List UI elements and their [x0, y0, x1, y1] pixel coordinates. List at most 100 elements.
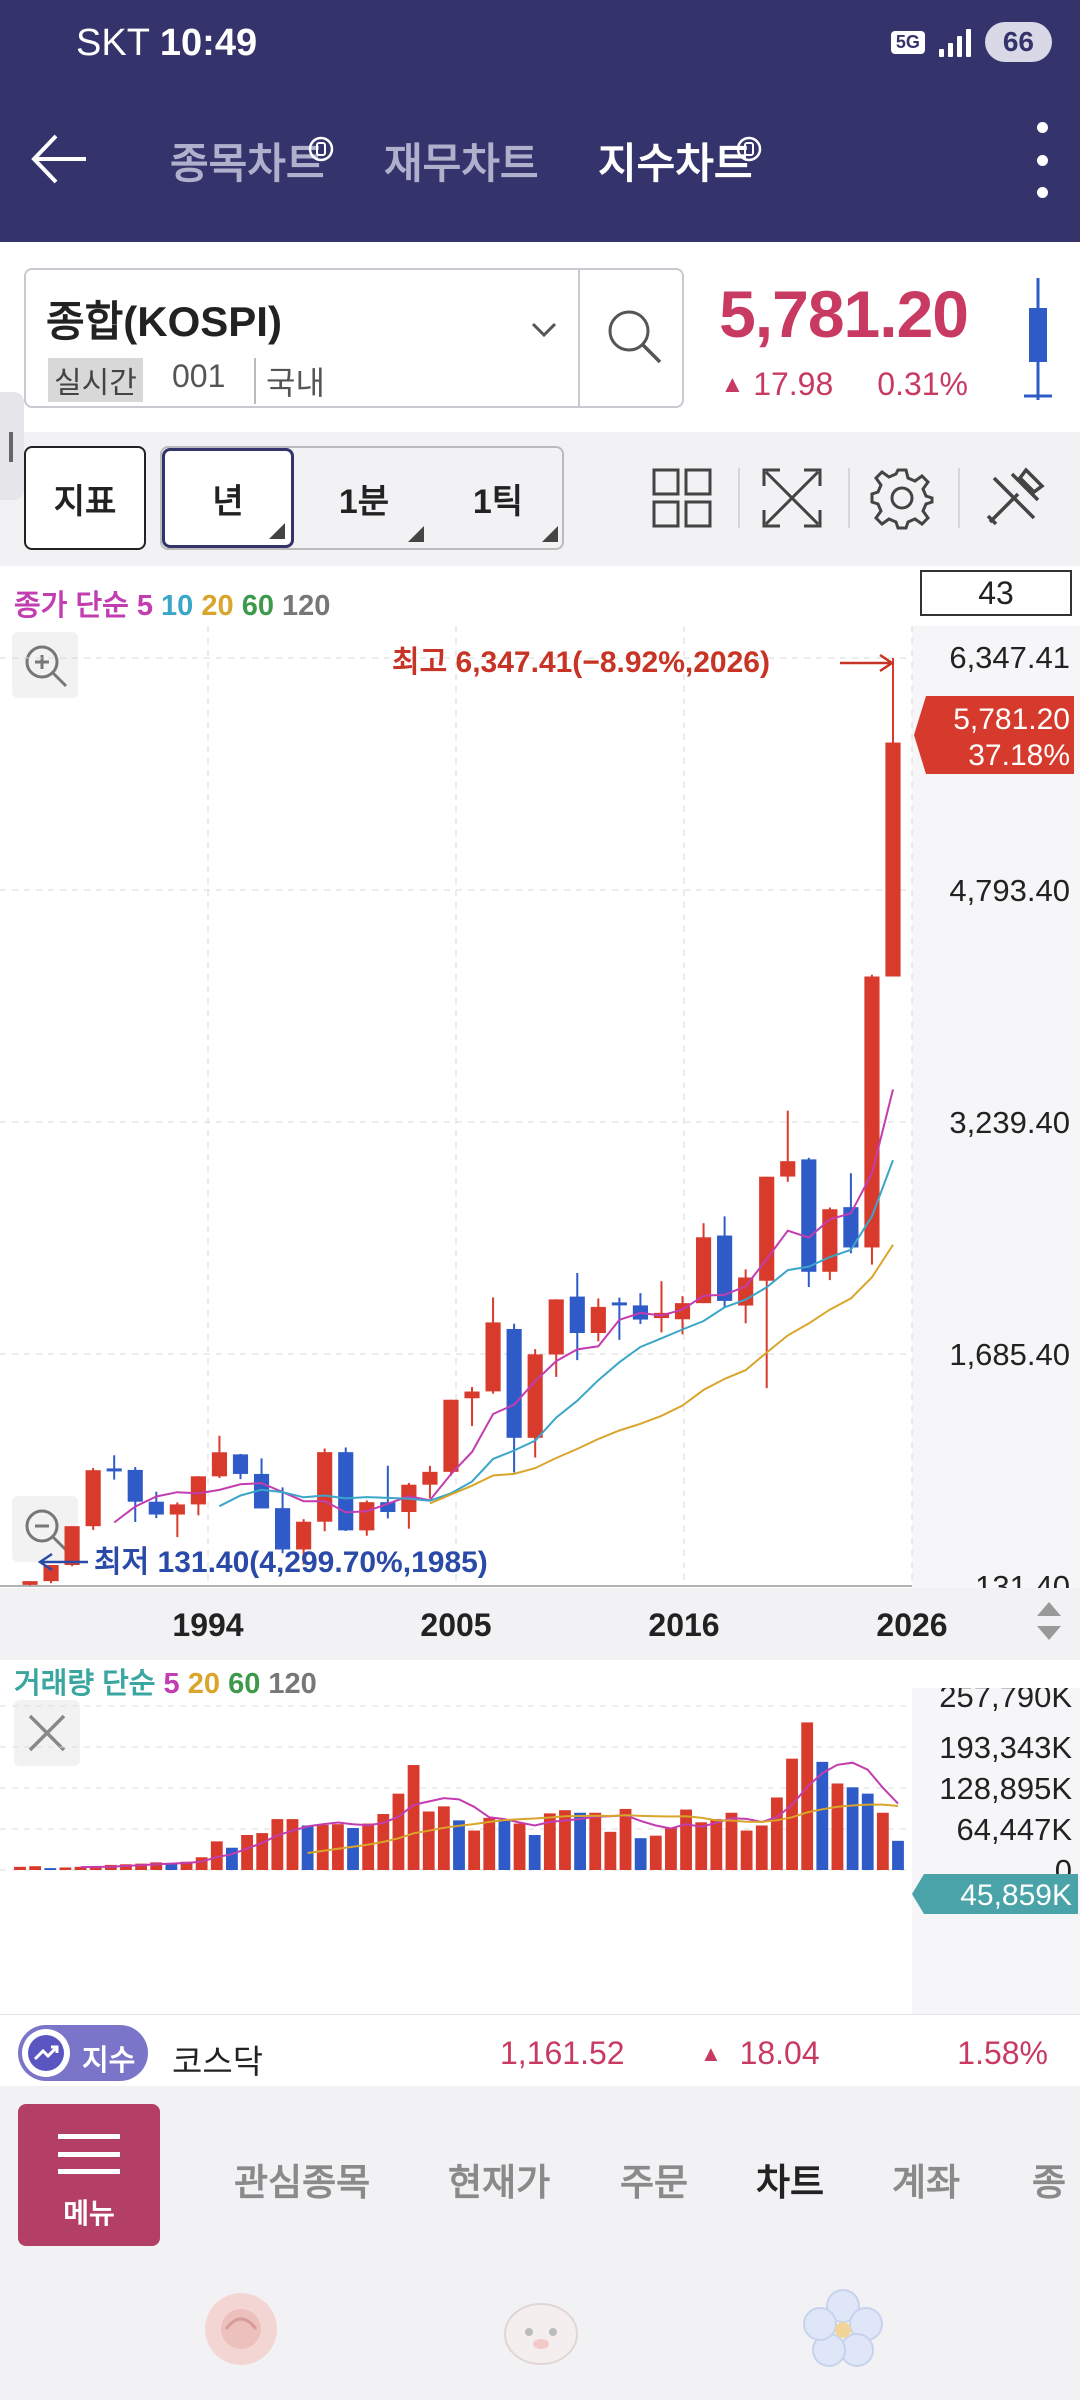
- volume-ma-legend: 거래량 단순 5 20 60 120: [14, 1668, 317, 1700]
- volume-bar: [14, 1866, 26, 1870]
- candlestick-chart[interactable]: 6,347.41 4,793.40 3,239.40 1,685.40 131.40 최…: [0, 566, 1080, 1588]
- fullscreen-icon[interactable]: [760, 466, 824, 530]
- candle: [127, 1469, 143, 1502]
- volume-bar: [695, 1822, 708, 1870]
- stock-name[interactable]: 종합(KOSPI): [46, 298, 282, 345]
- volume-bar: [89, 1866, 102, 1870]
- volume-bar: [453, 1820, 465, 1870]
- nav-account[interactable]: 계좌: [892, 2162, 961, 2203]
- candle: [317, 1452, 333, 1522]
- period-year-button[interactable]: 년: [162, 448, 294, 548]
- index-badge[interactable]: 지수: [18, 2025, 148, 2081]
- candle: [506, 1328, 522, 1438]
- volume-bar: [755, 1825, 768, 1870]
- current-price: 5,781.20: [719, 277, 969, 351]
- index-value: 1,161.52: [500, 2035, 625, 2071]
- tools-icon[interactable]: [982, 466, 1046, 530]
- volume-bar: [44, 1868, 57, 1870]
- volume-bar: [301, 1825, 314, 1870]
- search-button[interactable]: [578, 270, 684, 406]
- chevron-down-icon[interactable]: [530, 320, 558, 340]
- indicator-button[interactable]: 지표: [24, 446, 146, 550]
- volume-bar: [392, 1793, 405, 1870]
- menu-button[interactable]: 메뉴: [18, 2104, 160, 2246]
- volume-bar: [316, 1824, 329, 1870]
- volume-bar: [241, 1835, 253, 1870]
- volume-bar: [422, 1811, 435, 1870]
- data-count-box[interactable]: 43: [920, 570, 1072, 616]
- index-ticker[interactable]: 지수 코스닥 1,161.52 ▲ 18.04 1.58%: [0, 2014, 1080, 2086]
- y-tick-label: 131.40: [975, 1569, 1070, 1588]
- volume-bar: [801, 1722, 814, 1870]
- volume-bar: [816, 1761, 829, 1870]
- volume-bar: [543, 1813, 556, 1870]
- grid-layout-icon[interactable]: [650, 466, 714, 530]
- stock-selector[interactable]: 종합(KOSPI) 실시간 001 국내: [24, 268, 684, 408]
- current-price-tag: 5,781.20 37.18%: [914, 696, 1074, 774]
- volume-bar: [710, 1819, 723, 1870]
- volume-bar: [513, 1823, 526, 1870]
- volume-bar: [680, 1809, 692, 1870]
- candle-type-icon[interactable]: [1018, 278, 1058, 400]
- side-panel-handle[interactable]: [0, 392, 24, 500]
- clock: 10:49: [159, 22, 258, 64]
- current-price-tag-pct: 37.18%: [968, 739, 1070, 772]
- status-time: SKT 10:49: [76, 22, 257, 65]
- y-tick-label: 1,685.40: [949, 1337, 1070, 1372]
- status-bar: SKT 10:49 5G 66: [0, 0, 1080, 90]
- volume-bar: [589, 1812, 602, 1870]
- candle: [464, 1391, 480, 1399]
- volume-bar: [180, 1861, 193, 1870]
- candle: [106, 1468, 122, 1472]
- chart-toolbar: 지표 년 1분 1틱: [0, 432, 1080, 566]
- close-icon: [28, 1714, 66, 1752]
- volume-bar: [437, 1806, 450, 1870]
- volume-bar: [226, 1847, 238, 1870]
- volume-bar: [770, 1797, 783, 1870]
- volume-bar: [331, 1824, 344, 1870]
- nav-more[interactable]: 종: [1032, 2162, 1067, 2203]
- zoom-in-button[interactable]: [12, 632, 78, 698]
- nav-chart[interactable]: 차트: [756, 2162, 825, 2203]
- back-arrow-icon[interactable]: [26, 126, 92, 192]
- bottom-nav: 메뉴 관심종목 현재가 주문 차트 계좌 종: [0, 2086, 1080, 2264]
- nav-order[interactable]: 주문: [620, 2162, 689, 2203]
- resize-updown-icon[interactable]: [1034, 1596, 1064, 1646]
- ma-line: [429, 1244, 894, 1505]
- volume-bar: [165, 1863, 178, 1870]
- period-selector: 년 1분 1틱: [160, 446, 564, 550]
- zoom-out-icon: [25, 1509, 68, 1552]
- more-vertical-icon[interactable]: [1030, 122, 1054, 198]
- ma-line: [218, 1159, 894, 1508]
- y-tick-label: 3,239.40: [949, 1105, 1070, 1140]
- volume-tick-label: 257,790K: [939, 1688, 1072, 1714]
- gear-icon[interactable]: [870, 466, 934, 530]
- tab-financial-chart[interactable]: 재무차트: [384, 140, 539, 187]
- index-change: ▲ 18.04: [700, 2035, 820, 2071]
- volume-bar: [892, 1840, 904, 1870]
- high-annotation: 최고 6,347.41(−8.92%,2026): [392, 646, 770, 679]
- volume-bar: [59, 1867, 72, 1870]
- up-triangle-icon: ▲: [720, 371, 745, 398]
- tab-stock-chart[interactable]: 종목차트: [170, 130, 334, 191]
- toolbar-divider: [738, 468, 740, 528]
- close-volume-button[interactable]: [14, 1700, 80, 1766]
- period-tick-button[interactable]: 1틱: [432, 448, 564, 548]
- volume-bar: [619, 1808, 632, 1870]
- current-price-tag-value: 5,781.20: [953, 703, 1070, 736]
- x-axis-labels: 1994 2005 2016 2026: [172, 1607, 947, 1643]
- carrier-label: SKT: [76, 22, 150, 64]
- volume-tick-label: 193,343K: [939, 1730, 1072, 1765]
- volume-bar: [861, 1793, 874, 1870]
- volume-bar: [846, 1787, 859, 1870]
- tab-index-chart[interactable]: 지수차트: [598, 130, 762, 191]
- nav-current-price[interactable]: 현재가: [448, 2162, 551, 2203]
- volume-bar: [665, 1828, 677, 1870]
- price-ma-legend: 종가 단순 5 10 20 60 120: [14, 590, 331, 622]
- nav-watchlist[interactable]: 관심종목: [234, 2162, 371, 2203]
- volume-bar: [407, 1765, 420, 1870]
- volume-bar: [649, 1835, 662, 1870]
- volume-bar: [468, 1830, 481, 1870]
- period-minute-button[interactable]: 1분: [298, 448, 430, 548]
